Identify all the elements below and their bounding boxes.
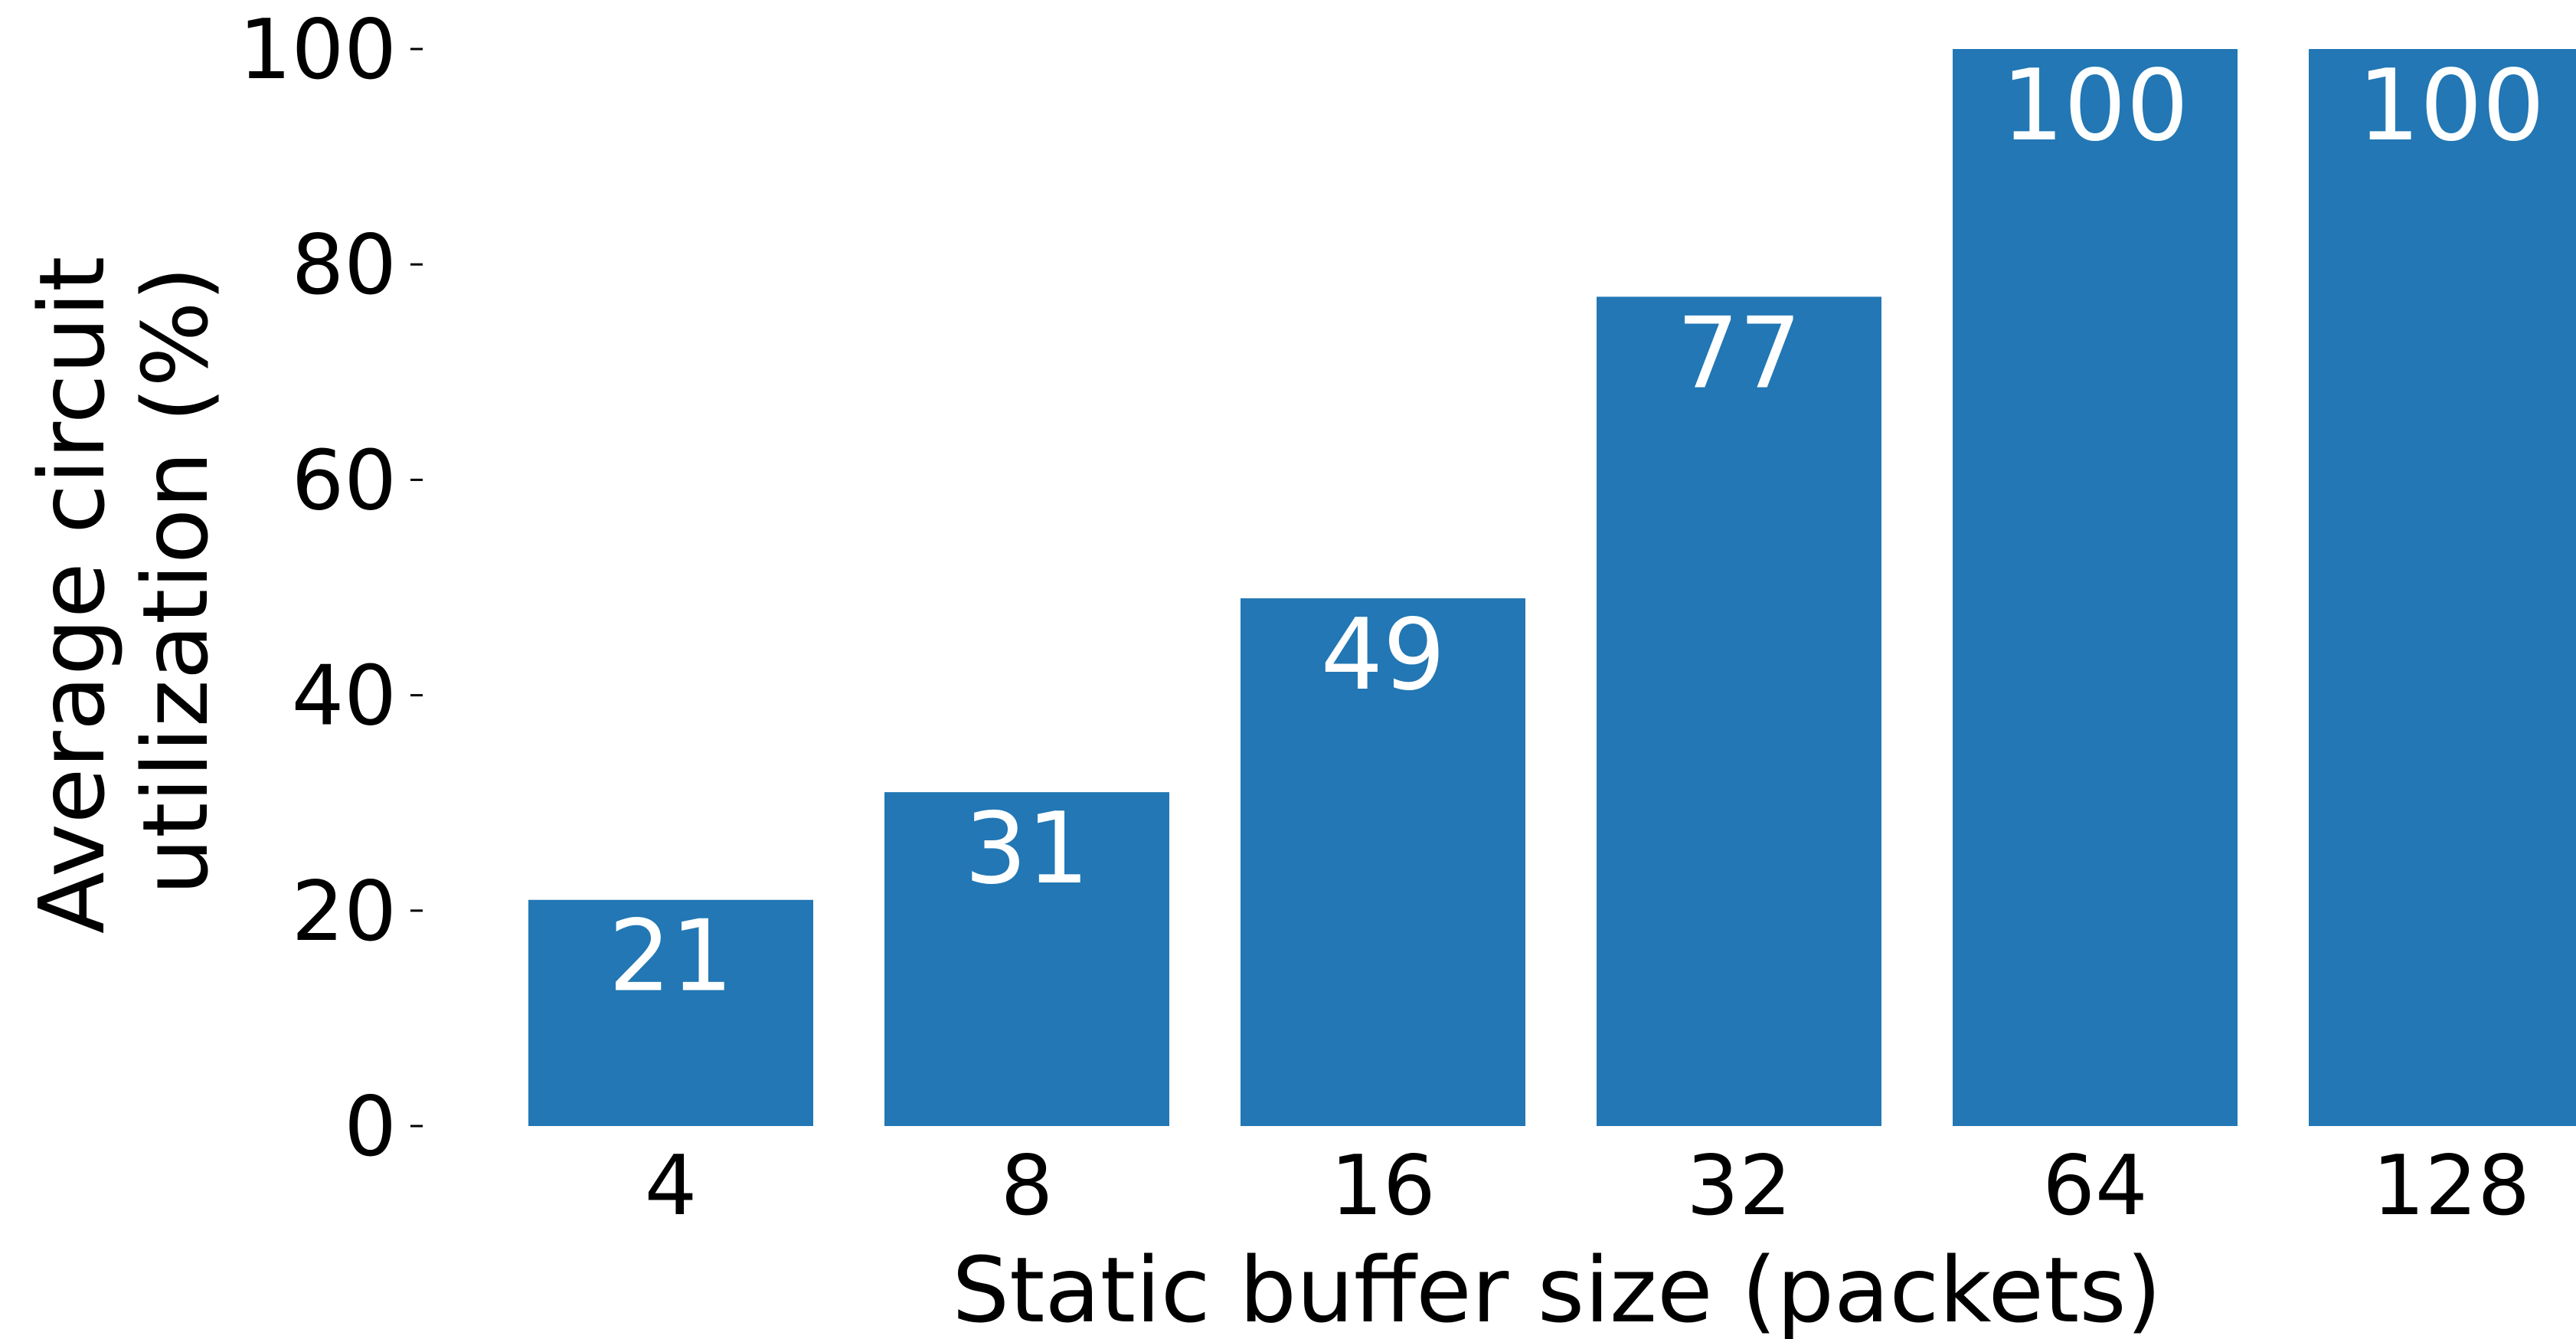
bars-group: 21 31 49 77 100 100	[528, 49, 2576, 1126]
y-axis-ticks: 0 20 40 60 80 100	[239, 2, 423, 1175]
bar-16	[1241, 598, 1525, 1126]
y-axis-label: Average circuit utilization (%)	[19, 228, 228, 934]
bar-32	[1597, 296, 1881, 1126]
y-tick-label: 100	[239, 2, 397, 98]
bar-8	[884, 792, 1169, 1126]
bar-4	[528, 899, 813, 1126]
y-tick-label: 40	[292, 649, 397, 745]
x-axis-label: Static buffer size (packets)	[952, 1237, 2161, 1339]
bar-value-label: 21	[609, 900, 734, 1014]
bar-value-label: 49	[1321, 598, 1446, 712]
x-tick-label: 64	[2042, 1138, 2147, 1234]
x-tick-label: 128	[2372, 1138, 2530, 1234]
bar-value-label: 31	[965, 792, 1090, 906]
y-axis-label-line-2: utilization (%)	[123, 266, 228, 895]
x-tick-label: 4	[645, 1138, 698, 1234]
bar-value-label: 77	[1677, 296, 1802, 411]
y-tick-label: 20	[292, 864, 397, 960]
x-tick-label: 8	[1001, 1138, 1054, 1234]
bar-64	[1953, 49, 2238, 1126]
y-tick-label: 60	[292, 433, 397, 529]
y-tick-label: 0	[344, 1079, 397, 1175]
x-tick-label: 32	[1686, 1138, 1791, 1234]
y-tick-label: 80	[292, 218, 397, 313]
x-tick-label: 16	[1330, 1138, 1435, 1234]
y-axis-label-line-1: Average circuit	[19, 257, 125, 934]
x-axis-tick-labels: 4 8 16 32 64 128	[645, 1138, 2530, 1234]
bar-value-label: 100	[2002, 49, 2189, 163]
bar-128	[2309, 49, 2576, 1126]
bar-value-label: 100	[2358, 49, 2545, 163]
